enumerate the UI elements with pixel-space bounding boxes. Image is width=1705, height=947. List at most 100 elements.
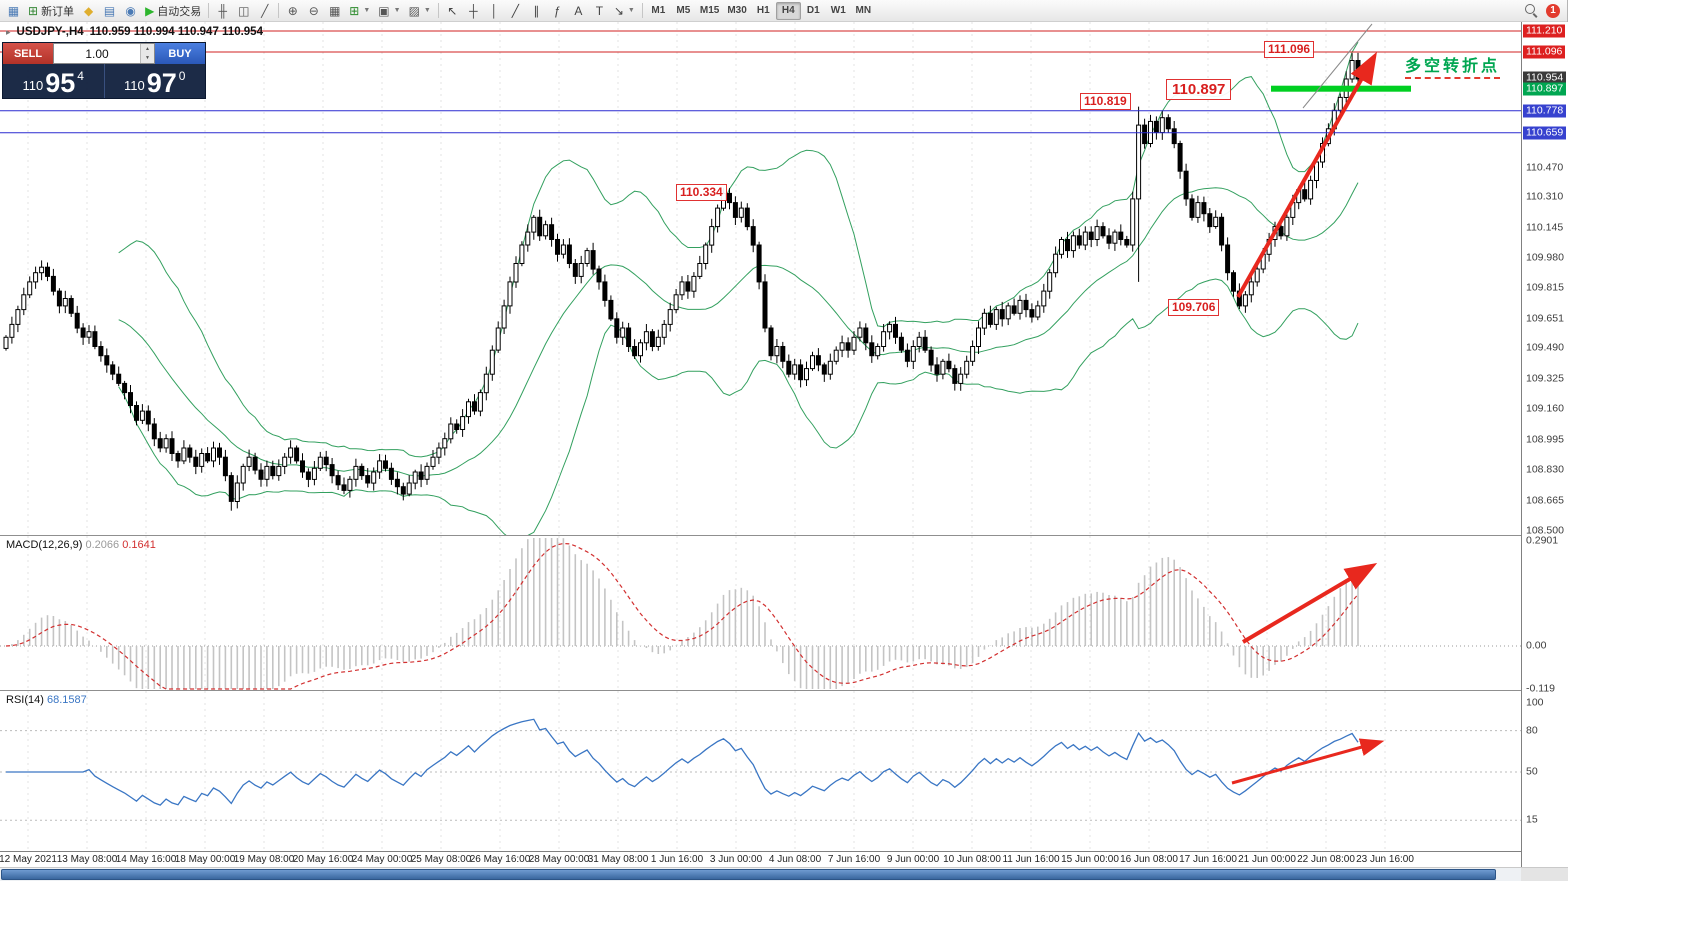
time-axis-label: 14 May 16:00 bbox=[115, 854, 177, 865]
timeframe-m15-button[interactable]: M15 bbox=[699, 5, 720, 16]
timeframe-m1-button[interactable]: M1 bbox=[651, 5, 666, 16]
crosshair-icon-glyph: ┼ bbox=[469, 3, 478, 18]
rsi-axis-label: 15 bbox=[1526, 813, 1538, 826]
time-axis-label: 18 May 00:00 bbox=[174, 854, 236, 865]
mt4-window: ▦ ⊞ 新订单 ◆ ▤ ◉ ▶ 自动交易 ╫ ◫ ╱ ⊕ ⊖ ▦ ⊞ ▼ ▣ ▼ ▨ ▼ ↖ ┼ │ ╱ ∥ ƒ A T ↘ ▼ M1 M5 M… bbox=[0, 0, 1568, 881]
price-axis-label: 110.897 bbox=[1523, 82, 1567, 96]
indicators-icon[interactable]: ⊞ ▼ bbox=[345, 1, 374, 20]
navigator-icon-glyph: ◉ bbox=[125, 3, 136, 18]
metaeditor-icon-glyph: ◆ bbox=[83, 3, 94, 18]
timeframe-d1-button[interactable]: D1 bbox=[806, 5, 820, 16]
trade-panel-divider bbox=[103, 64, 105, 98]
volume-input[interactable]: 1.00 ▲ ▼ bbox=[53, 43, 155, 64]
chart-scrollbar[interactable] bbox=[0, 867, 1521, 881]
price-annotation[interactable]: 109.706 bbox=[1168, 299, 1220, 316]
metaeditor-icon[interactable]: ◆ bbox=[78, 1, 99, 20]
time-axis-label: 31 May 08:00 bbox=[587, 854, 649, 865]
macd-canvas[interactable] bbox=[0, 536, 1521, 691]
volume-down-icon[interactable]: ▼ bbox=[141, 53, 154, 63]
auto-trading-button[interactable]: ▶ 自动交易 bbox=[141, 1, 205, 20]
new-order-button-label: 新订单 bbox=[41, 5, 75, 18]
channel-icon[interactable]: ∥ bbox=[526, 1, 547, 20]
symbol-period-label: USDJPY-,H4 bbox=[16, 26, 84, 38]
chart-window-icon[interactable]: ▦ bbox=[3, 1, 24, 20]
rsi-axis-label: 100 bbox=[1526, 696, 1544, 709]
rsi-panel-separator[interactable] bbox=[0, 690, 1521, 691]
notification-badge[interactable]: 1 bbox=[1546, 3, 1560, 18]
timeframe-h1-button[interactable]: H1 bbox=[756, 5, 770, 16]
scrollbar-corner bbox=[1521, 867, 1568, 881]
text-icon-glyph: A bbox=[574, 3, 583, 18]
time-axis-label: 19 May 08:00 bbox=[233, 854, 295, 865]
candlestick-chart-icon[interactable]: ◫ bbox=[233, 1, 254, 20]
fibonacci-icon[interactable]: ƒ bbox=[547, 1, 568, 20]
zoom-in-icon[interactable]: ⊕ bbox=[282, 1, 303, 20]
price-annotation[interactable]: 110.334 bbox=[676, 184, 727, 201]
periods-icon-glyph: ▣ bbox=[378, 3, 390, 18]
text-icon[interactable]: A bbox=[568, 1, 589, 20]
price-axis-label: 108.830 bbox=[1526, 463, 1564, 476]
navigator-icon[interactable]: ◉ bbox=[120, 1, 141, 20]
time-axis-label: 15 Jun 00:00 bbox=[1061, 854, 1119, 865]
scrollbar-thumb[interactable] bbox=[1, 869, 1496, 880]
buy-button[interactable]: BUY bbox=[155, 43, 205, 64]
price-annotation[interactable]: 110.897 bbox=[1166, 79, 1232, 100]
market-watch-icon[interactable]: ▤ bbox=[99, 1, 120, 20]
price-axis-label: 109.490 bbox=[1526, 341, 1564, 354]
price-annotation[interactable]: 111.096 bbox=[1264, 41, 1315, 58]
new-order-glyph: ⊞ bbox=[28, 3, 39, 18]
price-annotation[interactable]: 110.819 bbox=[1080, 93, 1131, 110]
macd-signal-value: 0.1641 bbox=[122, 539, 156, 551]
timeframe-m5-button[interactable]: M5 bbox=[676, 5, 691, 16]
crosshair-icon[interactable]: ┼ bbox=[463, 1, 484, 20]
text-label-icon[interactable]: T bbox=[589, 1, 610, 20]
text-annotation[interactable]: 多空转折点 bbox=[1405, 52, 1501, 79]
timeframe-w1-button[interactable]: W1 bbox=[830, 5, 846, 16]
arrows-icon-glyph: ↘ bbox=[613, 3, 624, 18]
one-click-trading-panel: SELL 1.00 ▲ ▼ BUY 110 95 4 110 97 0 bbox=[2, 42, 206, 99]
sell-button[interactable]: SELL bbox=[3, 43, 53, 64]
vertical-line-icon[interactable]: │ bbox=[484, 1, 505, 20]
separator-4 bbox=[641, 3, 643, 18]
volume-value[interactable]: 1.00 bbox=[85, 46, 109, 61]
volume-spinner[interactable]: ▲ ▼ bbox=[140, 44, 154, 63]
chart-region: 111.210 111.096 110.954 110.897 110.778 110.6… bbox=[0, 22, 1568, 881]
buy-price-sup: 0 bbox=[178, 69, 186, 83]
bar-chart-icon[interactable]: ╫ bbox=[212, 1, 233, 20]
time-axis: 12 May 2021 13 May 08:00 14 May 16:00 18 Ma… bbox=[0, 851, 1521, 867]
macd-label: MACD(12,26,9) 0.2066 0.1641 bbox=[6, 539, 156, 551]
time-axis-label: 7 Jun 16:00 bbox=[827, 854, 881, 865]
time-axis-label: 11 Jun 16:00 bbox=[1002, 854, 1060, 865]
search-icon[interactable] bbox=[1524, 3, 1539, 18]
timeframe-m30-button[interactable]: M30 bbox=[727, 5, 747, 16]
periods-icon[interactable]: ▣ ▼ bbox=[374, 1, 404, 20]
zoom-in-icon-glyph: ⊕ bbox=[287, 3, 298, 18]
indicators-icon-glyph: ⊞ bbox=[349, 3, 360, 18]
buy-price[interactable]: 110 97 0 bbox=[105, 64, 206, 98]
timeframe-h4-button[interactable]: H4 bbox=[775, 1, 801, 20]
arrows-icon[interactable]: ↘ ▼ bbox=[610, 1, 639, 20]
price-axis-label: 109.651 bbox=[1526, 312, 1564, 325]
time-axis-label: 4 Jun 08:00 bbox=[768, 854, 822, 865]
zoom-out-icon[interactable]: ⊖ bbox=[303, 1, 324, 20]
line-chart-icon[interactable]: ╱ bbox=[254, 1, 275, 20]
time-axis-label: 24 May 00:00 bbox=[351, 854, 413, 865]
trendline-icon[interactable]: ╱ bbox=[505, 1, 526, 20]
macd-panel-separator[interactable] bbox=[0, 535, 1521, 536]
time-axis-label: 13 May 08:00 bbox=[56, 854, 118, 865]
sell-price[interactable]: 110 95 4 bbox=[3, 64, 104, 98]
chart-title: ▸ USDJPY-,H4 110.959 110.994 110.947 110… bbox=[6, 26, 263, 38]
price-axis-label: 111.096 bbox=[1523, 45, 1566, 59]
rsi-canvas[interactable] bbox=[0, 691, 1521, 851]
templates-icon[interactable]: ▨ ▼ bbox=[405, 1, 435, 20]
new-order-button[interactable]: ⊞ 新订单 bbox=[24, 1, 78, 20]
volume-up-icon[interactable]: ▲ bbox=[141, 44, 154, 54]
timeframe-mn-button[interactable]: MN bbox=[855, 5, 872, 16]
main-chart-canvas[interactable] bbox=[0, 22, 1521, 536]
tile-windows-icon[interactable]: ▦ bbox=[324, 1, 345, 20]
auto-trading-glyph: ▶ bbox=[145, 3, 155, 18]
buy-price-prefix: 110 bbox=[124, 78, 145, 93]
time-axis-label: 10 Jun 08:00 bbox=[943, 854, 1001, 865]
time-axis-label: 3 Jun 00:00 bbox=[709, 854, 763, 865]
cursor-icon[interactable]: ↖ bbox=[442, 1, 463, 20]
